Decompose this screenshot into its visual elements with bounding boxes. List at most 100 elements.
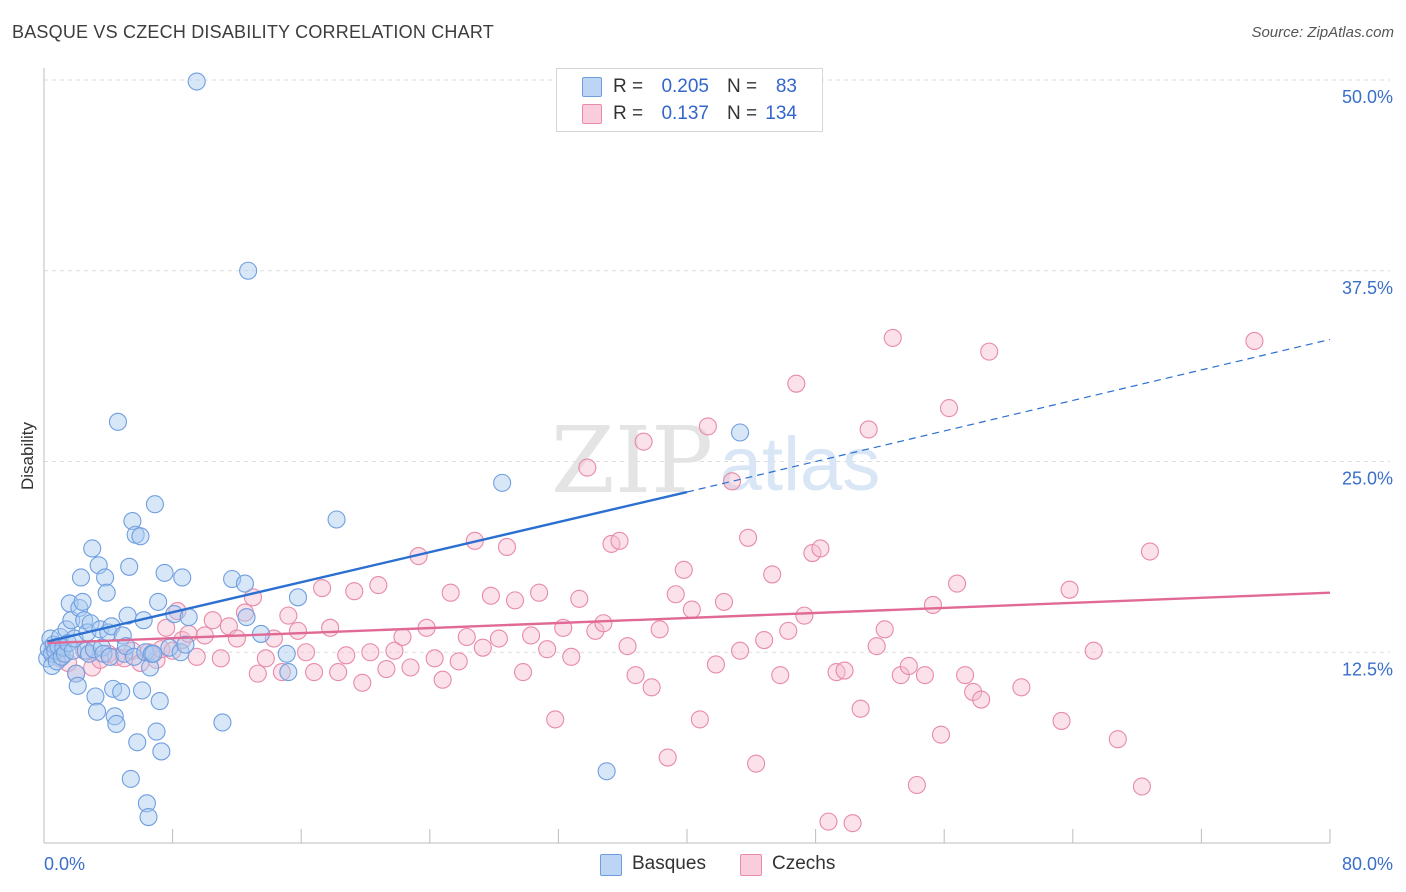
correlation-legend: R = 0.205 N = 83 R = 0.137 N = 134 (556, 68, 823, 132)
czech-point (875, 620, 894, 639)
czech-point (256, 649, 275, 668)
legend-n-label: N = (727, 76, 758, 97)
czech-point (457, 627, 476, 647)
czech-point (248, 664, 267, 683)
czech-point (883, 328, 902, 347)
basque-point (239, 261, 258, 280)
czech-point (337, 646, 356, 665)
czech-legend-swatch (740, 854, 762, 876)
x-tick-label: 0.0% (44, 854, 85, 874)
czech-point (972, 690, 991, 709)
czech-point (907, 775, 926, 795)
czech-point (682, 600, 701, 619)
czech-point (650, 620, 669, 639)
y-tick-label: 37.5% (1342, 278, 1393, 298)
y-axis-label: Disability (18, 421, 37, 490)
basque-point (235, 574, 254, 593)
czech-point (393, 627, 412, 647)
czech-point (939, 399, 959, 418)
basque-point (141, 658, 160, 677)
chart-source: Source: ZipAtlas.com (1251, 24, 1394, 41)
basque-point (176, 635, 195, 654)
czech-point (433, 670, 452, 689)
czech-point (795, 606, 814, 625)
czech-point (594, 614, 613, 633)
czech-point (425, 649, 444, 668)
watermark-atlas: atlas (720, 422, 881, 507)
basque-point (147, 722, 166, 741)
y-tick-label: 50.0% (1342, 87, 1393, 107)
czech-point (1012, 678, 1031, 697)
chart-title: BASQUE VS CZECH DISABILITY CORRELATION C… (12, 22, 494, 42)
czech-legend-label: Czechs (772, 853, 836, 874)
basque-point (112, 682, 131, 701)
czech-point (401, 658, 420, 677)
basque-trend-extension (686, 338, 1331, 493)
basque-point (277, 644, 296, 663)
basque-point (152, 742, 171, 761)
basque-point (187, 72, 206, 91)
legend-n-value: 83 (775, 76, 797, 97)
czech-point (345, 582, 364, 601)
basque-trend-line (46, 490, 688, 643)
czech-point (296, 643, 316, 662)
czech-point (948, 574, 967, 593)
basque-legend-swatch (600, 854, 622, 876)
czech-point (546, 710, 565, 729)
czech-point (578, 458, 597, 477)
legend-r-value: 0.205 (661, 76, 709, 97)
czech-point (1060, 580, 1079, 599)
basque-point (179, 608, 198, 627)
basque-point (149, 592, 168, 611)
basque-point (96, 568, 115, 587)
czech-point (747, 754, 766, 773)
czech-point (1084, 641, 1103, 660)
czech-point (763, 565, 782, 584)
czech-point (899, 656, 918, 676)
basque-point (133, 681, 152, 700)
basque-point (213, 713, 232, 732)
czech-point (618, 637, 637, 656)
basque-point (68, 676, 87, 695)
czech-point (1245, 331, 1264, 350)
basque-point (87, 702, 107, 721)
czech-point (227, 629, 246, 648)
czech-point (522, 626, 541, 645)
czech-point (305, 663, 324, 682)
legend-r-label: R = (613, 103, 644, 124)
czech-point (361, 643, 380, 662)
basque-point (144, 644, 163, 663)
czech-point (931, 725, 951, 744)
czech-point (449, 652, 468, 671)
basque-point (137, 794, 156, 813)
czech-point (730, 641, 750, 660)
czech-point (279, 606, 298, 625)
trend-layer (46, 338, 1331, 645)
czech-point (956, 666, 975, 685)
czech-point (843, 814, 862, 833)
czech-point (353, 673, 372, 692)
czech-point (272, 663, 291, 682)
czech-point (1140, 542, 1160, 561)
basque-point (83, 539, 102, 558)
czech-point (385, 641, 404, 660)
czech-point (706, 655, 725, 674)
czech-swatch (582, 104, 602, 124)
label-layer: 12.5% 25.0% 37.5% 50.0% 0.0% 80.0% (44, 87, 1393, 874)
czech-point (642, 678, 661, 697)
czech-point (867, 637, 886, 656)
czech-point (1052, 711, 1071, 730)
czech-point (329, 663, 348, 682)
czech-point (690, 710, 709, 729)
x-tick-label: 80.0% (1342, 854, 1393, 874)
czech-point (626, 666, 645, 685)
czech-point (811, 539, 830, 558)
legend-n-value: 134 (765, 103, 797, 124)
czech-point (203, 611, 222, 630)
czech-point (505, 591, 525, 610)
legend-r-value: 0.137 (661, 103, 709, 124)
czech-point (195, 626, 214, 645)
basque-point (97, 583, 116, 602)
czech-point (211, 649, 230, 668)
